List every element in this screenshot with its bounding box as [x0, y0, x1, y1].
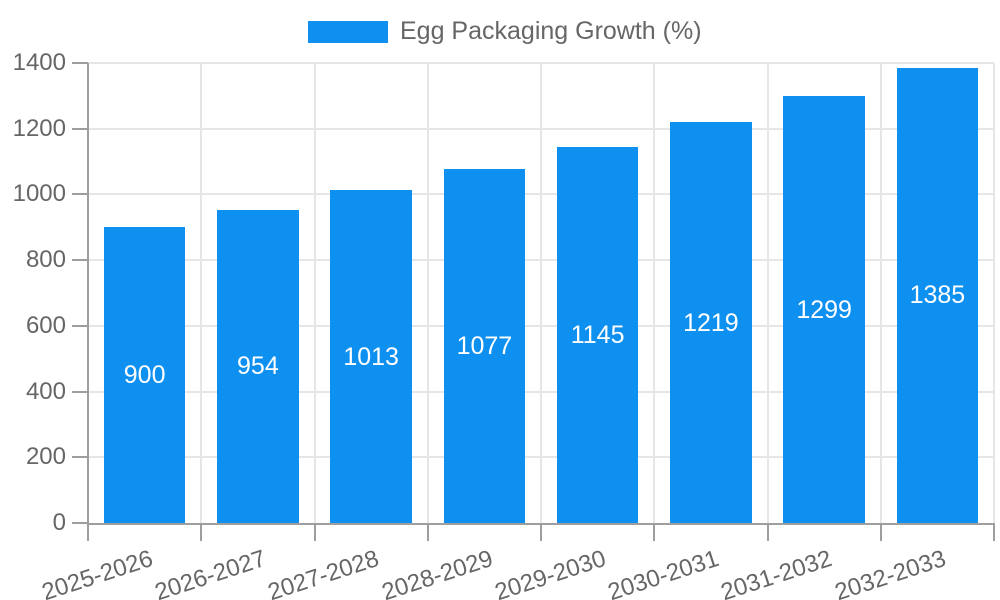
bar[interactable] [217, 209, 299, 523]
y-tick-mark [72, 324, 88, 327]
bar[interactable] [330, 190, 412, 523]
y-tick-mark [72, 62, 88, 64]
y-axis-label: 600 [25, 311, 66, 339]
legend-swatch[interactable] [308, 21, 388, 43]
bar-value-label: 1145 [570, 320, 625, 349]
x-axis-label: 2026-2027 [151, 545, 270, 600]
bar-value-label: 954 [237, 352, 279, 381]
bar-value-label: 1299 [796, 295, 852, 324]
bar[interactable] [896, 67, 979, 523]
x-axis-label: 2027-2028 [264, 545, 383, 600]
bar[interactable] [783, 96, 865, 523]
y-axis-label: 200 [25, 443, 66, 471]
y-axis-label: 0 [52, 509, 66, 536]
x-axis-label: 2025-2026 [38, 545, 156, 600]
bar-value-label: 1013 [343, 342, 399, 371]
x-gridline [200, 63, 203, 523]
bar[interactable] [443, 169, 526, 523]
x-gridline [540, 63, 542, 523]
x-axis-label: 2031-2032 [717, 545, 836, 600]
legend: Egg Packaging Growth (%) [0, 14, 1000, 50]
y-tick-mark [72, 259, 88, 262]
x-tick-mark [426, 525, 429, 541]
y-tick-mark [72, 127, 88, 130]
x-gridline [653, 63, 656, 523]
x-tick-mark [313, 525, 316, 541]
x-gridline [313, 63, 316, 523]
x-gridline [426, 63, 429, 523]
bar[interactable] [556, 146, 639, 523]
y-tick-mark [72, 456, 88, 459]
bar-value-label: 900 [123, 361, 166, 390]
legend-label[interactable]: Egg Packaging Growth (%) [400, 17, 702, 45]
y-axis-label: 400 [25, 377, 66, 405]
y-tick-mark [72, 390, 88, 393]
y-axis-label: 800 [25, 246, 66, 274]
bar-value-label: 1077 [456, 332, 513, 361]
y-axis-label: 1200 [12, 114, 66, 142]
bar[interactable] [103, 227, 186, 523]
y-axis-line [87, 63, 89, 525]
x-axis-line [87, 523, 995, 525]
x-axis-label: 2030-2031 [604, 545, 723, 600]
x-tick-mark [879, 525, 882, 541]
y-axis-label: 1400 [12, 49, 66, 76]
x-axis-label: 2029-2030 [491, 545, 609, 600]
x-tick-mark [200, 525, 203, 541]
x-tick-mark [653, 525, 656, 541]
x-gridline [993, 63, 995, 523]
x-tick-mark [540, 525, 542, 541]
y-tick-mark [72, 522, 88, 524]
y-axis-label: 1000 [12, 180, 66, 208]
x-gridline [766, 63, 769, 523]
x-tick-mark [87, 525, 89, 541]
x-axis-label: 2028-2029 [378, 545, 496, 600]
bar-value-label: 1385 [909, 281, 966, 310]
x-axis-label: 2032-2033 [831, 545, 949, 600]
y-tick-mark [72, 193, 88, 196]
x-tick-mark [993, 525, 995, 541]
bar-value-label: 1219 [683, 308, 739, 337]
bar[interactable] [670, 122, 752, 523]
x-tick-mark [766, 525, 769, 541]
x-gridline [879, 63, 882, 523]
